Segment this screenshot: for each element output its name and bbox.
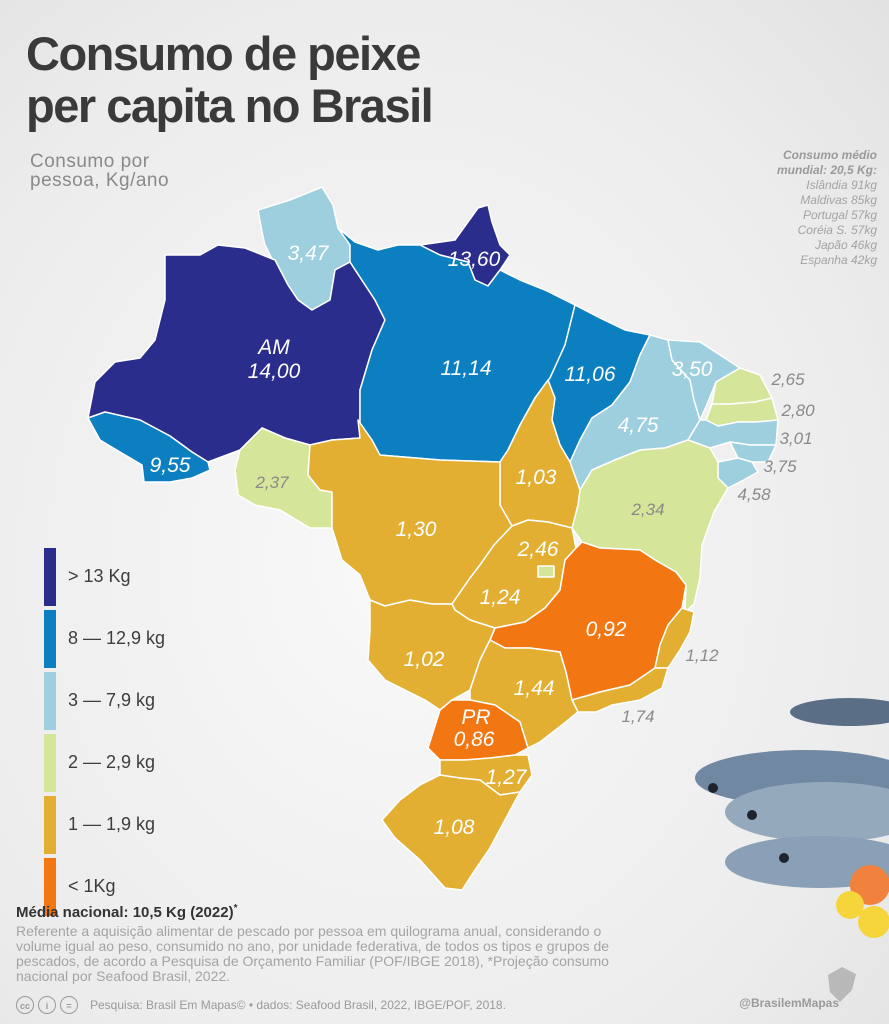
legend-swatch: [44, 672, 56, 730]
world-item: Maldivas 85kg: [800, 193, 877, 207]
state-rj: [571, 667, 669, 713]
national-average: Média nacional: 10,5 Kg (2022)*: [16, 903, 237, 921]
world-item: Islândia 91kg: [806, 178, 877, 192]
label-ms-value: 1,02: [404, 648, 445, 671]
fish-eye: [708, 783, 718, 793]
legend-swatch: [44, 858, 56, 916]
label-sp-value: 1,44: [514, 677, 555, 700]
legend-swatch: [44, 796, 56, 854]
legend-label: 3 — 7,9 kg: [68, 690, 156, 710]
world-item: Coréia S. 57kg: [797, 223, 877, 237]
label-ro-value: 2,37: [254, 473, 289, 492]
source-credit: Pesquisa: Brasil Em Mapas© • dados: Seaf…: [90, 998, 506, 1012]
legend-label: > 13 Kg: [68, 566, 131, 586]
legend-label: 8 — 12,9 kg: [68, 628, 166, 648]
legend-swatch: [44, 734, 56, 792]
page-title: Consumo de peixe per capita no Brasil: [26, 27, 434, 132]
subtitle-line-2: pessoa, Kg/ano: [30, 170, 170, 191]
social-handle: @BrasilemMapas: [739, 996, 839, 1010]
fish-3: [725, 782, 889, 842]
label-am-abbr: AM: [256, 336, 290, 359]
fish-1: [790, 698, 889, 726]
label-sc-value: 1,27: [486, 766, 528, 789]
national-average-mark: *: [233, 903, 238, 914]
cc-nd-icon: =: [60, 996, 78, 1014]
label-pa-value: 11,14: [441, 357, 492, 380]
legend-swatch: [44, 610, 56, 668]
world-item: Espanha 42kg: [800, 253, 877, 267]
label-pb-value: 2,80: [780, 401, 815, 420]
brand-brazil-icon: [828, 967, 856, 1002]
legend-swatch: [44, 548, 56, 606]
label-df-value: 2,46: [517, 538, 559, 561]
methodology-note: Referente a aquisição alimentar de pesca…: [16, 923, 610, 984]
label-rs-value: 1,08: [434, 816, 475, 839]
world-item: Japão 46kg: [814, 238, 877, 252]
label-mg-value: 0,92: [586, 618, 627, 641]
title-line-2: per capita no Brasil: [26, 79, 434, 132]
title-line-1: Consumo de peixe: [26, 27, 421, 80]
cc-license-icon: cc: [16, 996, 34, 1014]
world-average-box: Consumo médio mundial: 20,5 Kg: Islândia…: [777, 148, 877, 268]
label-al-value: 3,75: [763, 457, 797, 476]
label-ma-value: 11,06: [565, 363, 616, 386]
legend-label: < 1Kg: [68, 876, 116, 896]
label-rj-value: 1,74: [621, 707, 654, 726]
label-pe-value: 3,01: [779, 429, 812, 448]
lemon-slice: [858, 906, 889, 938]
lemon-slice: [836, 891, 864, 919]
state-ac: [87, 411, 211, 483]
world-heading-2: mundial: 20,5 Kg:: [776, 163, 877, 177]
world-heading-1: Consumo médio: [782, 148, 877, 162]
label-es-value: 1,12: [685, 646, 719, 665]
label-ac-value: 9,55: [150, 454, 191, 477]
subtitle: Consumo por pessoa, Kg/ano: [30, 152, 169, 190]
legend-label: 1 — 1,9 kg: [68, 814, 156, 834]
state-ce: [667, 339, 741, 421]
fish-4: [725, 836, 889, 888]
label-rr-value: 3,47: [288, 242, 330, 265]
label-pr-abbr: PR: [461, 706, 490, 729]
cc-by-icon: i: [38, 996, 56, 1014]
state-pr: [427, 699, 529, 761]
footer: cc i = Pesquisa: Brasil Em Mapas© • dado…: [16, 994, 506, 1016]
label-pi-value: 4,75: [618, 414, 659, 437]
state-sp: [469, 639, 579, 749]
label-to-value: 1,03: [516, 466, 557, 489]
label-ap-value: 13,60: [448, 248, 501, 271]
fish-eye: [747, 810, 757, 820]
legend-label: 2 — 2,9 kg: [68, 752, 156, 772]
label-ba-value: 2,34: [630, 500, 664, 519]
label-mt-value: 1,30: [396, 518, 437, 541]
label-se-value: 4,58: [737, 485, 771, 504]
label-go-value: 1,24: [480, 586, 521, 609]
world-item: Portugal 57kg: [802, 208, 877, 222]
label-ce-value: 3,50: [672, 358, 713, 381]
subtitle-line-1: Consumo por: [30, 151, 150, 172]
label-rn-value: 2,65: [770, 370, 805, 389]
fish-illustration: [695, 698, 889, 938]
label-am-value: 14,00: [248, 360, 301, 383]
label-pr-value: 0,86: [454, 728, 495, 751]
state-rs: [381, 774, 521, 891]
national-average-text: Média nacional: 10,5 Kg (2022): [16, 904, 234, 921]
state-df: [537, 565, 555, 578]
fish-eye: [779, 853, 789, 863]
